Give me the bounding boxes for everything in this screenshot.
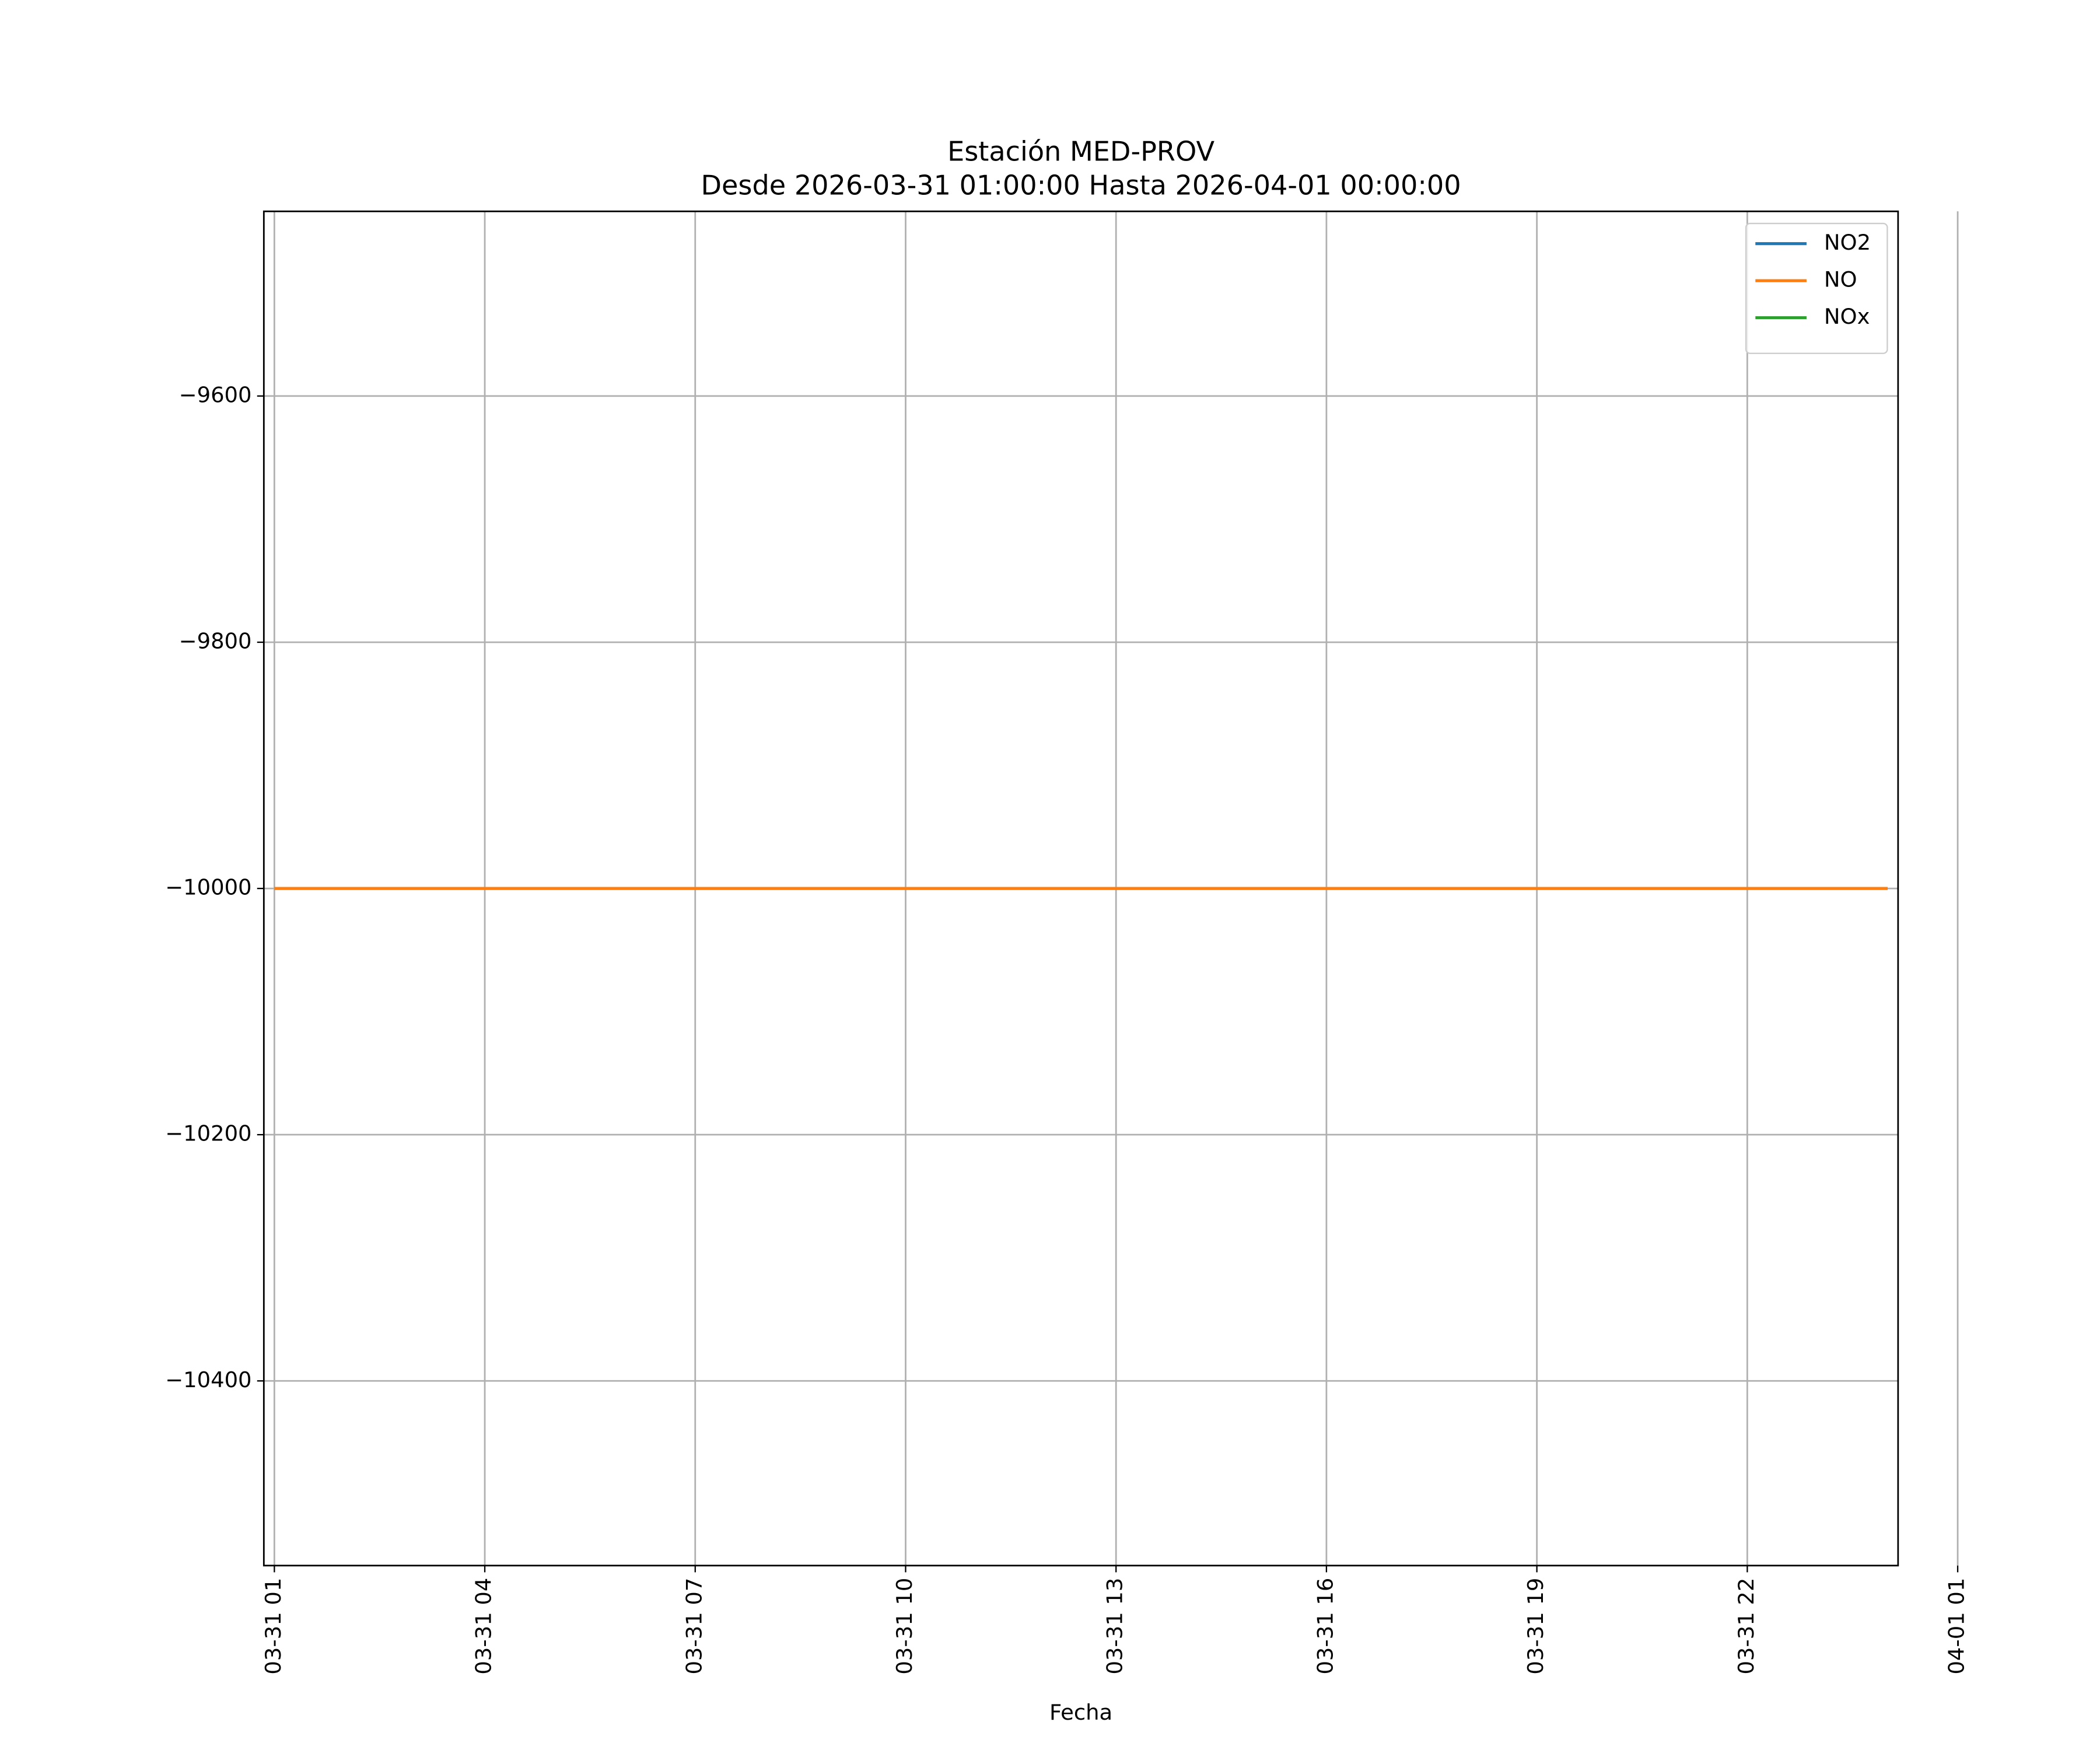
x-tick-label: 03-31 19 — [1523, 1578, 1548, 1675]
x-tick-label: 03-31 07 — [681, 1578, 706, 1675]
chart-title: Estación MED-PROV — [947, 136, 1214, 167]
x-tick-label: 03-31 04 — [471, 1578, 496, 1675]
x-tick-label: 03-31 13 — [1102, 1578, 1128, 1675]
y-tick-label: −9600 — [179, 382, 252, 407]
x-axis-label: Fecha — [1049, 1700, 1112, 1725]
plot-frame — [262, 210, 1899, 1567]
x-tick-label: 03-31 01 — [261, 1578, 286, 1675]
y-tick-label: −10200 — [165, 1121, 251, 1146]
chart-subtitle: Desde 2026-03-31 01:00:00 Hasta 2026-04-… — [701, 169, 1461, 201]
x-tick-label: 03-31 10 — [892, 1578, 917, 1675]
y-tick-label: −10000 — [165, 875, 251, 900]
legend-label: NOx — [1824, 304, 1870, 329]
x-tick-label: 03-31 16 — [1312, 1578, 1338, 1675]
legend-box — [1745, 222, 1888, 354]
x-tick-label: 03-31 22 — [1734, 1578, 1759, 1675]
x-tick-label: 04-01 01 — [1944, 1578, 1969, 1675]
legend-label: NO2 — [1824, 230, 1871, 255]
y-tick-label: −9800 — [179, 628, 252, 653]
y-tick-label: −10400 — [165, 1367, 251, 1392]
legend-label: NO — [1824, 267, 1857, 292]
